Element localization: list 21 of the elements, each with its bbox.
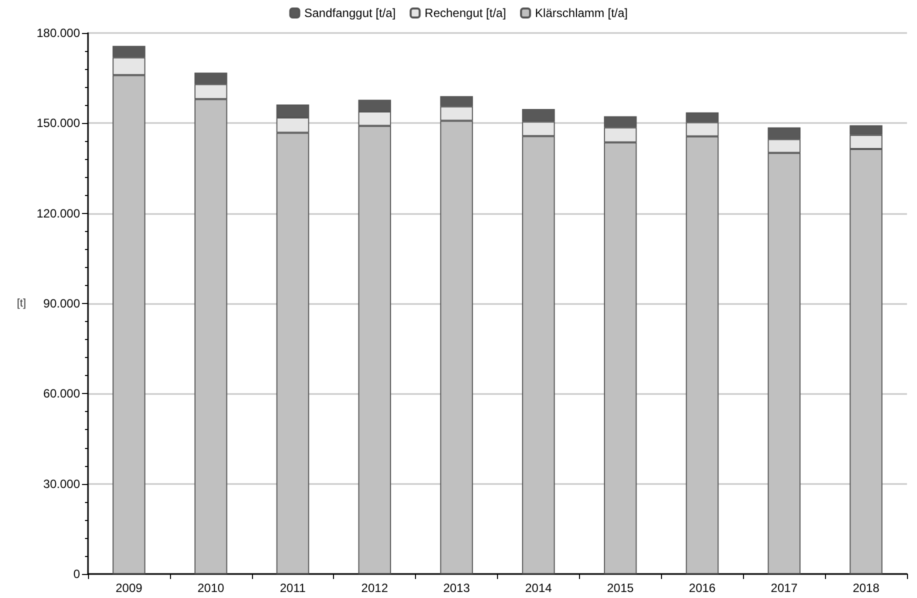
x-tick-label: 2010 <box>198 581 225 595</box>
y-tick-label: 0 <box>73 567 80 581</box>
x-tick-label: 2018 <box>852 581 880 595</box>
x-tick-label: 2017 <box>770 581 798 595</box>
x-tick-label: 2016 <box>688 581 716 595</box>
y-tick-label: 150.000 <box>36 116 80 130</box>
x-tick-label: 2012 <box>361 581 388 595</box>
y-tick-label: 30.000 <box>43 476 80 491</box>
x-tick-label: 2015 <box>607 581 634 595</box>
legend-label: Rechengut [t/a] <box>424 6 506 20</box>
x-tick-label: 2009 <box>116 581 143 595</box>
y-axis-title: [t] <box>16 298 26 310</box>
y-tick-label: 120.000 <box>36 206 80 220</box>
legend-label: Klärschlamm [t/a] <box>535 6 628 20</box>
legend-label: Sandfanggut [t/a] <box>304 6 396 20</box>
y-tick-label: 90.000 <box>43 296 80 310</box>
x-tick-label: 2013 <box>443 581 470 595</box>
y-tick-label: 60.000 <box>43 386 80 401</box>
x-tick-label: 2011 <box>280 581 306 595</box>
y-tick-label: 180.000 <box>36 26 80 40</box>
x-tick-label: 2014 <box>525 581 552 595</box>
